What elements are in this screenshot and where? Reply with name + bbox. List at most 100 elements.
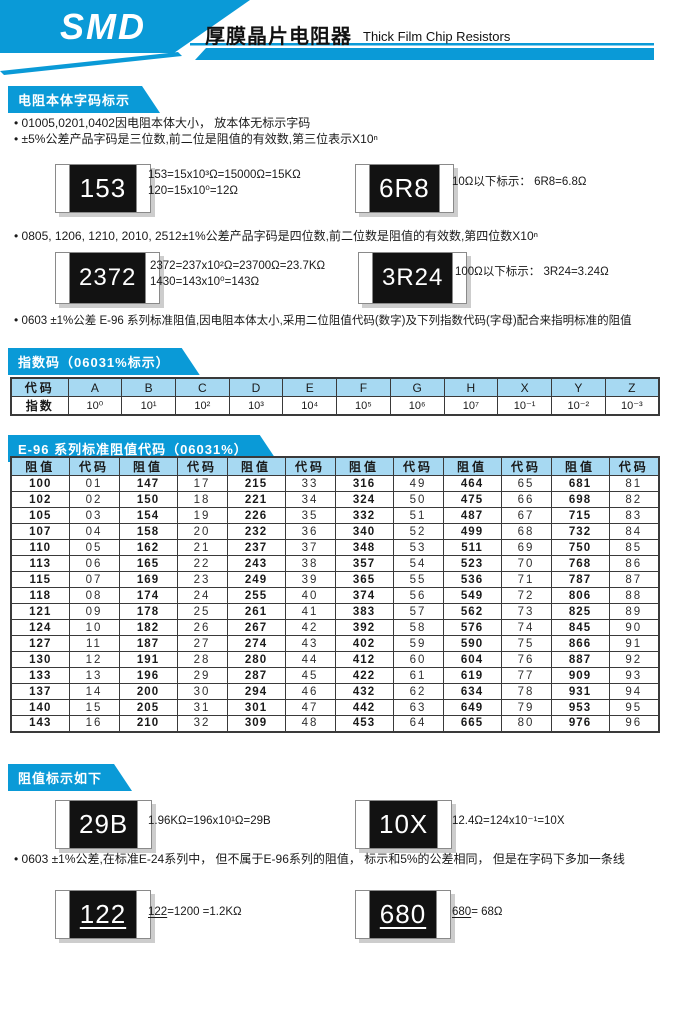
e96-value-cell: 487 xyxy=(442,507,502,524)
e96-value-cell: 909 xyxy=(550,667,610,684)
e96-value-cell: 150 xyxy=(118,491,178,508)
exponent-value-cell: 10¹ xyxy=(121,396,176,416)
e96-value-cell: 499 xyxy=(442,523,502,540)
e96-code-cell: 54 xyxy=(392,555,444,572)
e96-value-cell: 215 xyxy=(226,475,286,492)
resistor-end-cap xyxy=(137,801,152,848)
e96-code-cell: 93 xyxy=(608,667,660,684)
formula-line: =1200 =1.2KΩ xyxy=(167,906,242,918)
formula-122: 122=1200 =1.2KΩ xyxy=(148,904,242,920)
logo-banner-shape xyxy=(0,0,250,53)
e96-value-cell: 845 xyxy=(550,619,610,636)
e96-code-cell: 39 xyxy=(284,571,336,588)
formula-line: 1430=143x10⁰=143Ω xyxy=(150,276,260,288)
resistor-end-cap xyxy=(438,165,453,212)
e96-code-cell: 88 xyxy=(608,587,660,604)
e96-value-cell: 121 xyxy=(10,603,70,620)
e96-code-cell: 90 xyxy=(608,619,660,636)
e96-code-cell: 95 xyxy=(608,699,660,716)
e96-code-cell: 72 xyxy=(500,587,552,604)
e96-code-cell: 14 xyxy=(68,683,120,700)
e96-value-cell: 511 xyxy=(442,539,502,556)
e96-code-cell: 92 xyxy=(608,651,660,668)
e96-value-cell: 549 xyxy=(442,587,502,604)
e96-code-cell: 07 xyxy=(68,571,120,588)
e96-value-cell: 432 xyxy=(334,683,394,700)
resistor-body: 2372 xyxy=(70,253,146,303)
e96-value-cell: 348 xyxy=(334,539,394,556)
e96-value-cell: 105 xyxy=(10,507,70,524)
e96-code-cell: 66 xyxy=(500,491,552,508)
resistor-chip-122: 122 xyxy=(55,890,151,939)
e96-value-code-table: 阻值 代码 阻值 代码 阻值 代码 阻值 代码 阻值 代码 阻值 代码 100 01 147 17 215 33… xyxy=(10,456,660,733)
e96-header-cell: 阻值 xyxy=(10,456,70,476)
e96-code-cell: 12 xyxy=(68,651,120,668)
e96-code-cell: 22 xyxy=(176,555,228,572)
e96-value-cell: 178 xyxy=(118,603,178,620)
e96-code-cell: 55 xyxy=(392,571,444,588)
resistor-body: 122 xyxy=(70,891,136,938)
exponent-code-cell: F xyxy=(336,377,391,397)
exponent-value-cell: 10⁻³ xyxy=(604,396,660,416)
table-row: 110 05 162 21 237 37 348 53 511 69 750 85 xyxy=(10,539,660,556)
exponent-code-cell: B xyxy=(121,377,176,397)
formula-line: 2372=237x10²Ω=23700Ω=23.7KΩ xyxy=(150,260,326,272)
e96-code-cell: 04 xyxy=(68,523,120,540)
e96-code-cell: 59 xyxy=(392,635,444,652)
e96-code-cell: 52 xyxy=(392,523,444,540)
e96-value-cell: 107 xyxy=(10,523,70,540)
e96-value-cell: 392 xyxy=(334,619,394,636)
resistor-body: 10X xyxy=(370,801,438,848)
e96-code-cell: 87 xyxy=(608,571,660,588)
e96-value-cell: 118 xyxy=(10,587,70,604)
formula-line: 153=15x10³Ω=15000Ω=15KΩ xyxy=(148,169,301,181)
section-title-value-marking: 阻值标示如下 xyxy=(8,764,132,791)
resistor-end-cap xyxy=(136,165,150,212)
e96-code-cell: 19 xyxy=(176,507,228,524)
e96-value-cell: 115 xyxy=(10,571,70,588)
e96-code-cell: 13 xyxy=(68,667,120,684)
e96-value-cell: 715 xyxy=(550,507,610,524)
e96-value-cell: 232 xyxy=(226,523,286,540)
formula-line: 12.4Ω=124x10⁻¹=10X xyxy=(452,815,565,827)
e96-code-cell: 23 xyxy=(176,571,228,588)
bullet-marking-1: 01005,0201,0402因电阻本体大小， 放本体无标示字码 xyxy=(14,114,311,131)
table-row: 115 07 169 23 249 39 365 55 536 71 787 87 xyxy=(10,571,660,588)
e96-value-cell: 365 xyxy=(334,571,394,588)
formula-10x: 12.4Ω=124x10⁻¹=10X xyxy=(452,813,565,829)
table-row: 133 13 196 29 287 45 422 61 619 77 909 93 xyxy=(10,667,660,684)
e96-value-cell: 280 xyxy=(226,651,286,668)
formula-29b: 1.96KΩ=196x10¹Ω=29B xyxy=(148,813,271,829)
resistor-end-cap xyxy=(359,253,373,303)
resistor-body: 680 xyxy=(370,891,436,938)
exponent-values-row: 指数 10⁰ 10¹ 10² 10³ 10⁴ 10⁵ 10⁶ 10⁷ 10⁻¹ 10⁻² 10⁻³ xyxy=(10,396,660,416)
e96-value-cell: 226 xyxy=(226,507,286,524)
exponent-code-cell: G xyxy=(389,377,445,397)
e96-code-cell: 43 xyxy=(284,635,336,652)
e96-code-cell: 15 xyxy=(68,699,120,716)
e96-code-cell: 45 xyxy=(284,667,336,684)
formula-153: 153=15x10³Ω=15000Ω=15KΩ 120=15x10⁰=12Ω xyxy=(148,167,301,199)
resistor-chip-29b: 29B xyxy=(55,800,153,849)
e96-value-cell: 162 xyxy=(118,539,178,556)
e96-value-cell: 768 xyxy=(550,555,610,572)
resistor-end-cap xyxy=(56,253,70,303)
e96-value-cell: 442 xyxy=(334,699,394,716)
e96-value-cell: 732 xyxy=(550,523,610,540)
e96-header-cell: 阻值 xyxy=(442,456,502,476)
e96-value-cell: 698 xyxy=(550,491,610,508)
exponent-code-cell: D xyxy=(228,377,284,397)
exponent-code-cell: E xyxy=(282,377,338,397)
e96-value-cell: 523 xyxy=(442,555,502,572)
exponent-value-cell: 10⁷ xyxy=(443,396,499,416)
resistor-end-cap xyxy=(437,801,452,848)
e96-value-cell: 147 xyxy=(118,475,178,492)
e96-code-cell: 48 xyxy=(284,715,336,732)
e96-value-cell: 453 xyxy=(334,715,394,732)
e96-value-cell: 357 xyxy=(334,555,394,572)
e96-value-cell: 154 xyxy=(118,507,178,524)
e96-code-cell: 91 xyxy=(608,635,660,652)
exponent-value-cell: 10⁵ xyxy=(336,396,391,416)
exponent-code-cell: Y xyxy=(550,377,606,397)
exponent-value-cell: 10⁻¹ xyxy=(497,396,552,416)
